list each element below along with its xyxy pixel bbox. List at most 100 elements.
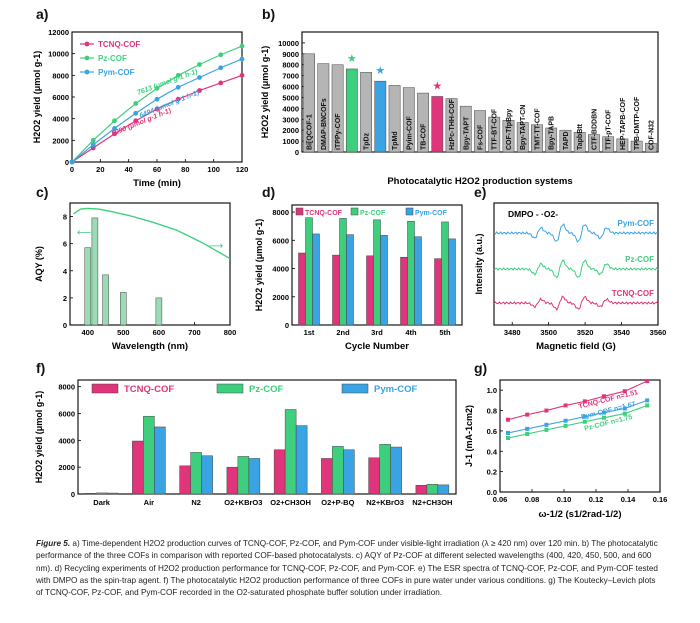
a-point-Pz-COF	[218, 52, 224, 58]
g-point-Pym-COF	[602, 410, 606, 415]
c-ytick-label: 8	[63, 213, 67, 222]
a-point-TCNQ-COF	[112, 131, 117, 137]
a-point-Pym-COF	[197, 75, 202, 80]
b-bar-TPB-DMTP-COF	[630, 140, 643, 153]
g-xtick-label: 0.10	[557, 495, 572, 504]
caption-figure-label: Figure 5.	[36, 539, 71, 548]
f-bar-Pym-COF-O2+CH3OH	[295, 425, 308, 495]
b-bar-label-Pym-COF: Pym-COF	[378, 117, 385, 150]
a-point-Pym-COF	[69, 159, 75, 165]
c-absorbance-curve	[73, 207, 231, 260]
a-legend-label-Pz-COF: Pz-COF	[98, 54, 127, 63]
f-bar-Pym-COF-O2+KBrO3	[248, 458, 261, 495]
b-bar-label-Pyim-COF: Pyim-COF	[406, 115, 413, 150]
b-bar-Bpy-TAPT	[459, 105, 472, 153]
b-ytick-label: 2000	[282, 126, 299, 135]
f-ytick-label: 4000	[58, 436, 75, 445]
f-legend-label-Pz-COF: Pz-COF	[249, 384, 284, 395]
g-point-TCNQ-COF	[602, 394, 606, 399]
f-bar-TCNQ-COF-N2+CH3OH	[415, 485, 428, 495]
b-bar-Bpy-TAPB	[545, 127, 558, 153]
c-xtick-label: 600	[153, 328, 166, 337]
a-xtick-label: 100	[207, 165, 220, 174]
g-ylabel: J-1 (mA-1cm2)	[464, 405, 474, 467]
b-bar-CTF-BDDBN	[588, 134, 600, 153]
e-axes-frame	[493, 202, 659, 326]
g-xlabel: ω-1/2 (s1/2rad-1/2)	[538, 509, 621, 520]
b-ytick-label: 3000	[282, 115, 299, 124]
panel-label-a: a)	[36, 6, 49, 22]
c-axes-frame	[69, 202, 231, 326]
e-series-label-TCNQ-COF: TCNQ-COF	[612, 289, 654, 298]
b-bar-Bpy-TAPT-CN	[516, 122, 529, 153]
d-bar-Pz-COF-4th	[407, 220, 415, 326]
g-point-Pz-COF	[645, 403, 650, 408]
g-fit-line-TCNQ-COF	[507, 380, 648, 421]
a-ytick-label: 6000	[52, 93, 69, 102]
a-ytick-label: 0	[65, 158, 69, 167]
f-bar-Pz-COF-O2+KBrO3	[237, 456, 250, 495]
f-xtick-label: O2+CH3OH	[270, 498, 311, 507]
b-bar-Pz-COF	[345, 68, 358, 153]
f-xtick-label: O2+P-BQ	[321, 498, 354, 507]
b-bar-label-Bi[QCOF-1: Bi[QCOF-1	[307, 114, 314, 150]
chart-f-conditions: 0 2000 4000 6000 8000 H2O2 yield (μmol g-1) Da…	[34, 379, 457, 507]
g-ytick-label: 0.4	[487, 447, 498, 456]
a-point-Pz-COF	[112, 118, 117, 124]
b-bar-DMAP-BNCOFs	[317, 63, 330, 153]
c-xlabel: Wavelength (nm)	[112, 341, 188, 352]
b-bar-Fs-COF	[474, 110, 486, 153]
a-point-TCNQ-COF	[175, 96, 181, 102]
g-point-Pz-COF	[506, 436, 510, 441]
f-bar-Pz-COF-N2+KBrO3	[379, 444, 391, 495]
f-xtick-label: N2+KBrO3	[366, 498, 404, 507]
a-point-Pym-COF	[90, 142, 96, 148]
f-bar-TCNQ-COF-O2+KBrO3	[226, 466, 239, 495]
a-point-Pz-COF	[197, 62, 202, 67]
g-point-TCNQ-COF	[563, 403, 568, 408]
a-legend-label-Pym-COF: Pym-COF	[98, 68, 135, 77]
chart-c-aqy: 0 2 4 6 8 400 500 600 700 800 AQY (%) Wavelength (n…	[34, 202, 236, 352]
f-bar-TCNQ-COF-O2+CH3OH	[273, 449, 286, 495]
b-bar-label-TpMd: TpMd	[392, 131, 399, 150]
a-legend-marker-TCNQ-COF	[84, 41, 90, 47]
b-xlabel: Photocatalytic H2O2 production systems	[387, 176, 572, 187]
f-xtick-label: N2+CH3OH	[412, 498, 452, 507]
f-ytick-label: 8000	[58, 383, 75, 392]
b-ytick-label: 6000	[282, 83, 299, 92]
g-xtick-label: 0.16	[653, 495, 668, 504]
b-highlight-star-icon: ★	[347, 53, 357, 65]
chart-d-recycling: 0 2000 4000 6000 8000 H2O2 yield (μmol g-1) Cy…	[254, 204, 463, 352]
d-bar-Pym-COF-5th	[448, 238, 456, 326]
f-bar-Pz-COF-N2+CH3OH	[426, 484, 439, 495]
d-bar-Pym-COF-4th	[414, 236, 422, 326]
g-point-Pz-COF	[544, 427, 549, 432]
d-bar-Pz-COF-3rd	[373, 219, 381, 326]
a-xtick-label: 0	[70, 165, 74, 174]
a-point-TCNQ-COF	[154, 106, 160, 112]
f-bar-Pz-COF-N2	[190, 452, 202, 495]
e-ylabel: Intensity (a.u.)	[474, 233, 484, 294]
g-xtick-label: 0.12	[589, 495, 604, 504]
b-bar-TAPD	[559, 129, 572, 153]
a-xtick-label: 20	[96, 165, 104, 174]
f-legend-swatch-Pym-COF	[341, 383, 369, 394]
b-ytick-label: 4000	[282, 104, 299, 113]
d-bar-TCNQ-COF-1st	[298, 252, 306, 326]
f-bar-Pz-COF-O2+P-BQ	[332, 446, 344, 495]
g-xtick-label: 0.06	[493, 495, 508, 504]
g-ytick-label: 0.8	[487, 407, 497, 416]
b-bar-TCNQ-COF	[431, 96, 444, 153]
f-legend-swatch-TCNQ-COF	[91, 383, 119, 394]
a-point-Pz-COF	[175, 72, 181, 78]
b-bar-Bi[QCOF-1	[303, 53, 315, 153]
g-ytick-label: 1.0	[487, 386, 497, 395]
g-point-Pym-COF	[525, 426, 530, 431]
c-aqy-bar-600	[155, 297, 163, 326]
a-point-TCNQ-COF	[239, 72, 245, 78]
a-xtick-label: 60	[153, 165, 161, 174]
a-ytick-label: 8000	[52, 71, 69, 80]
c-ylabel: AQY (%)	[34, 246, 44, 282]
b-bar-TTF-BT-COF	[488, 116, 501, 153]
